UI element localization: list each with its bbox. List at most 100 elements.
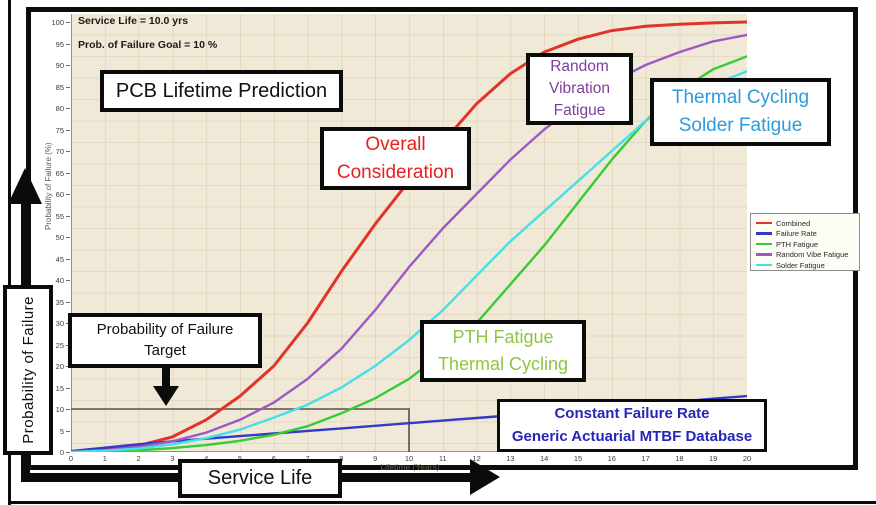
x-tick-label: 2 [136,454,141,463]
legend-label: Failure Rate [776,229,817,238]
x-tick-label: 16 [607,454,616,463]
x-tick-label: 10 [404,454,414,463]
legend-label: Combined [776,218,811,228]
y-tick-label: 45 [55,254,64,264]
x-tick-label: 3 [170,454,175,463]
legend-label: Random Vibe Fatigue [776,250,849,259]
slide-left-border [8,0,11,505]
callout-pcb-title: PCB Lifetime Prediction [100,70,343,112]
callout-thermal-cycling-solder-fatigue: Thermal Cycling Solder Fatigue [650,78,831,146]
y-tick-mark [66,280,70,281]
y-tick-mark [66,409,70,410]
curve-pth-fatigue [71,55,747,452]
up-arrow-icon [8,168,42,204]
callout-overall-consideration: Overall Consideration [320,127,471,190]
callout-pth-fatigue-thermal-cycling: PTH Fatigue Thermal Cycling [420,320,586,382]
target-lines [71,408,410,452]
x-tick-label: 17 [641,454,650,463]
legend-item-combined: Combined [756,218,859,228]
y-tick-mark [66,452,70,453]
y-tick-label: 75 [55,125,64,135]
legend-item-failure-rate: Failure Rate [756,229,859,239]
y-tick-label: 40 [55,276,64,285]
y-tick-label: 20 [55,362,64,371]
x-tick-label: 7 [299,454,317,463]
x-tick-label: 19 [709,454,718,463]
x-tick-label: 6 [265,454,283,463]
y-tick-mark [66,108,70,109]
failure-goal-annotation: Prob. of Failure Goal = 10 % [78,39,218,51]
y-tick-label: 0 [59,448,64,457]
x-tick-label: 4 [197,454,215,463]
legend-color-dash [756,242,772,246]
y-tick-mark [66,151,70,152]
service-life-axis-label: Service Life [178,459,342,498]
y-tick-label: 95 [55,39,64,49]
x-tick-label: 11 [438,454,447,463]
legend-color-dash [756,263,772,267]
x-tick-label: 5 [231,454,249,463]
y-tick-label: 70 [55,147,64,156]
x-tick-label: 18 [675,454,684,463]
y-tick-label: 35 [55,297,64,307]
y-tick-mark [66,65,70,66]
legend-item-solder-fatigue: Solder Fatigue [756,260,859,270]
y-tick-mark [66,301,70,303]
legend-item-pth-fatigue: PTH Fatigue [756,239,859,249]
y-tick-mark [66,129,70,131]
y-tick-mark [66,258,70,260]
legend-color-dash [756,221,772,225]
y-tick-label: 85 [55,82,64,92]
down-arrow-icon [153,386,179,406]
y-tick-label: 100 [51,18,64,27]
legend-color-dash [756,253,772,256]
callout-random-vibration-fatigue: Random Vibration Fatigue [526,53,633,125]
y-tick-mark [66,22,70,23]
y-axis-label: Probability of Failure (%) [44,142,53,230]
service-life-annotation: Service Life = 10.0 yrs [78,15,189,27]
x-tick-label: 9 [373,454,378,463]
y-tick-label: 30 [55,319,64,328]
x-tick-label: 20 [742,454,752,463]
callout-constant-failure-rate: Constant Failure Rate Generic Actuarial … [497,399,767,452]
y-tick-label: 10 [55,405,64,414]
x-tick-label: 15 [573,454,583,463]
x-tick-label: 0 [68,454,74,463]
legend-color-dash [756,232,772,235]
x-axis-label: Lifetime (Years) [380,462,440,472]
legend-label: Solder Fatigue [776,260,825,270]
target-arrow-shaft [162,367,170,388]
y-tick-label: 80 [55,104,64,113]
y-tick-mark [66,430,70,432]
y-tick-label: 50 [55,233,64,242]
x-tick-label: 1 [102,454,107,463]
probability-of-failure-axis-text: Probability of Failure [19,296,37,444]
callout-probability-of-failure-target: Probability of Failure Target [68,313,262,368]
curve-random-vibe-fatigue [71,33,747,452]
y-tick-label: 55 [55,211,64,221]
y-tick-label: 60 [55,190,64,199]
legend-label: PTH Fatigue [776,239,819,249]
x-tick-label: 14 [540,454,549,463]
slide-bottom-border [8,501,876,504]
y-tick-label: 90 [55,61,64,70]
curve-solder-fatigue [71,70,747,452]
y-tick-mark [66,194,70,195]
y-tick-mark [66,237,70,238]
y-tick-label: 5 [59,426,64,436]
y-tick-mark [66,215,70,217]
y-tick-label: 15 [55,383,64,393]
right-arrow-icon [470,459,500,495]
x-tick-label: 13 [506,454,515,463]
x-tick-label: 8 [332,454,350,463]
legend: Combined Failure Rate PTH Fatigue Random Vi… [750,213,860,271]
y-tick-mark [66,172,70,174]
probability-of-failure-axis-label: Probability of Failure [3,285,53,455]
y-tick-label: 65 [55,168,64,178]
legend-item-random-vibe-fatigue: Random Vibe Fatigue [756,250,859,260]
x-tick-label: 12 [472,454,481,463]
y-tick-mark [66,43,70,45]
y-tick-mark [66,86,70,88]
y-tick-mark [66,387,70,389]
